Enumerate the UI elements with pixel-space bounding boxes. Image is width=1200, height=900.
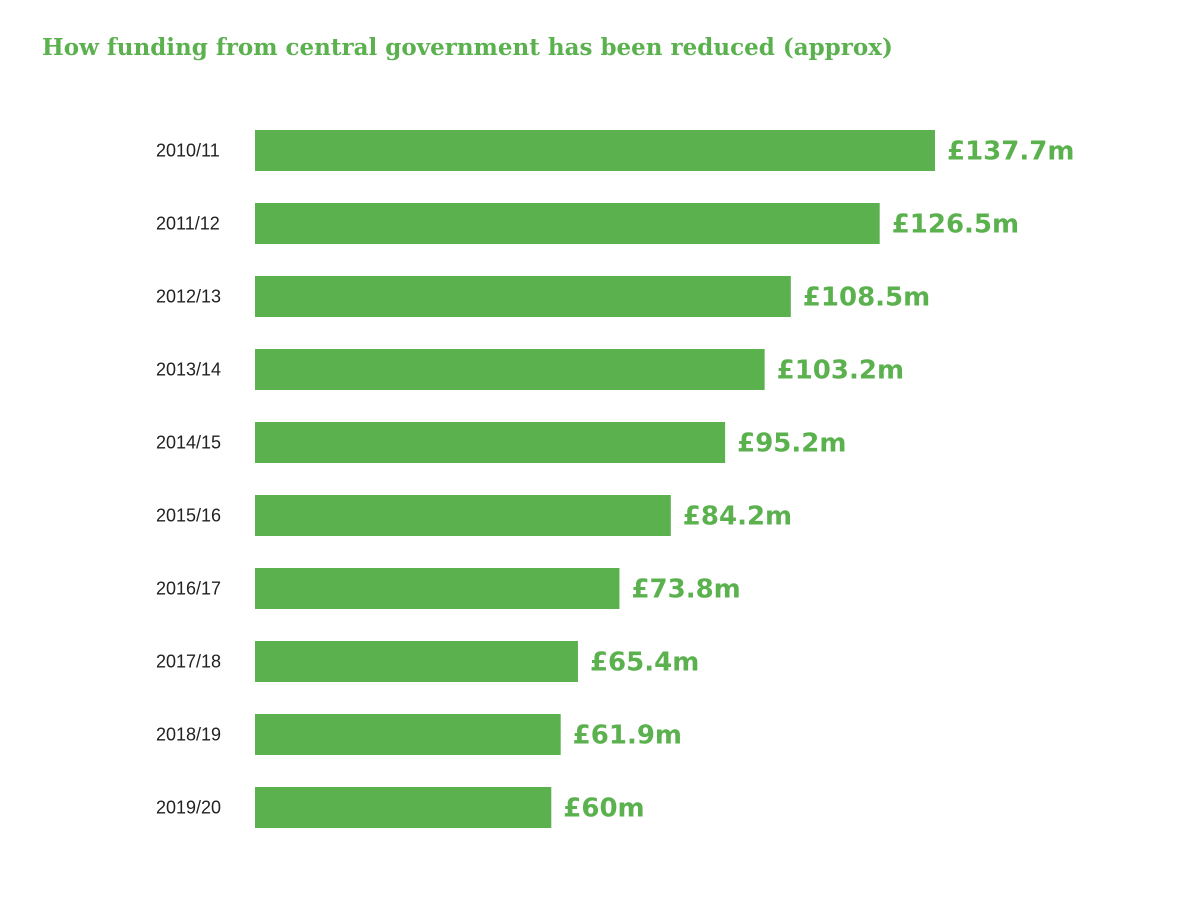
category-label: 2015/16 [156, 506, 221, 526]
bar [255, 349, 765, 390]
value-label: £84.2m [683, 502, 792, 532]
category-label: 2019/20 [156, 798, 221, 818]
bar [255, 641, 578, 682]
category-label: 2014/15 [156, 433, 221, 453]
category-label: 2012/13 [156, 287, 221, 307]
bar [255, 714, 561, 755]
value-label: £60m [563, 794, 644, 824]
value-label: £103.2m [777, 356, 904, 386]
value-label: £65.4m [590, 648, 699, 678]
bar [255, 495, 671, 536]
category-label: 2016/17 [156, 579, 221, 599]
chart-title: How funding from central government has … [42, 34, 893, 61]
category-label: 2018/19 [156, 725, 221, 745]
value-label: £126.5m [892, 210, 1019, 240]
category-label: 2011/12 [156, 214, 220, 234]
value-label: £73.8m [631, 575, 740, 605]
bar [255, 568, 620, 609]
bars-layer: 2010/11 £137.7m 2011/12 £126.5m 2012/13 £108.… [156, 130, 1074, 828]
category-label: 2013/14 [156, 360, 221, 380]
value-label: £137.7m [947, 137, 1074, 167]
bar [255, 787, 552, 828]
bar [255, 276, 791, 317]
value-label: £95.2m [737, 429, 846, 459]
value-label: £108.5m [803, 283, 930, 313]
category-label: 2017/18 [156, 652, 221, 672]
bar [255, 203, 880, 244]
bar [255, 130, 935, 171]
category-label: 2010/11 [156, 141, 220, 161]
value-label: £61.9m [573, 721, 682, 751]
bar [255, 422, 726, 463]
